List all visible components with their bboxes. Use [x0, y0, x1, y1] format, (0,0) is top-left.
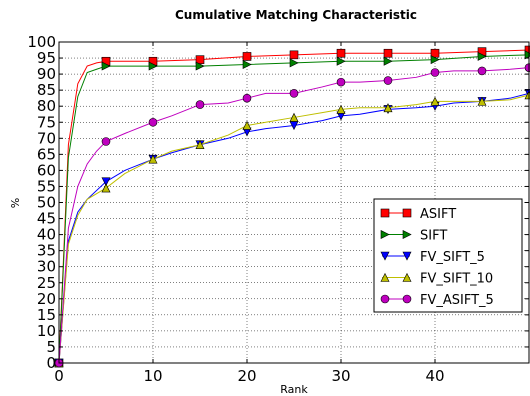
- legend-marker: [402, 251, 412, 261]
- y-tick-label: 85: [37, 81, 56, 99]
- y-tick-label: 15: [37, 306, 56, 324]
- legend-entry: FV_SIFT_10: [380, 272, 493, 287]
- legend: ASIFT SIFT FV_SIFT_5 FV_SIFT_10 FV_ASIFT_5: [373, 198, 523, 313]
- data-point: [477, 51, 487, 61]
- series-fv-sift-10: [54, 90, 530, 368]
- y-tick-label: 50: [37, 194, 56, 212]
- data-point: [101, 183, 111, 193]
- legend-label: SIFT: [420, 229, 447, 244]
- data-point: [195, 100, 205, 109]
- data-point: [430, 55, 440, 65]
- ticks: 0510152025303540455055606570758085909510…: [27, 33, 529, 385]
- series-line: [58, 92, 530, 364]
- series-asift: [54, 45, 530, 368]
- data-point: [383, 76, 393, 85]
- data-point: [289, 89, 299, 98]
- y-tick-label: 30: [37, 258, 56, 276]
- y-tick-label: 60: [37, 161, 56, 179]
- x-tick-label: 30: [331, 367, 350, 385]
- data-point: [289, 112, 299, 122]
- data-point: [383, 103, 393, 113]
- data-point: [336, 48, 346, 58]
- data-point: [289, 58, 299, 68]
- data-point: [148, 154, 158, 164]
- y-tick-label: 90: [37, 65, 56, 83]
- data-point: [430, 96, 440, 106]
- x-tick-label: 0: [54, 367, 64, 385]
- legend-label: FV_SIFT_5: [420, 250, 485, 265]
- legend-label: FV_SIFT_10: [420, 272, 493, 287]
- data-point: [336, 104, 346, 114]
- data-point: [242, 120, 252, 130]
- data-point: [242, 93, 252, 103]
- y-tick-label: 25: [37, 274, 56, 292]
- data-point: [195, 61, 205, 71]
- data-point: [148, 117, 158, 127]
- x-tick-label: 10: [143, 367, 162, 385]
- y-tick-label: 100: [27, 33, 56, 51]
- legend-marker: [380, 230, 390, 239]
- data-point: [101, 137, 111, 146]
- data-point: [242, 59, 252, 69]
- data-point: [195, 140, 205, 150]
- data-point: [101, 61, 111, 71]
- data-point: [242, 52, 252, 61]
- legend-marker: [402, 230, 412, 239]
- legend-entry: ASIFT: [380, 207, 456, 222]
- legend-label: FV_ASIFT_5: [420, 293, 494, 308]
- y-tick-label: 75: [37, 113, 56, 131]
- legend-marker: [402, 208, 412, 218]
- y-tick-label: 5: [46, 338, 56, 356]
- data-point: [383, 56, 393, 66]
- y-tick-label: 35: [37, 242, 56, 260]
- series-fv-asift-5: [54, 63, 530, 368]
- legend-label: ASIFT: [420, 207, 456, 222]
- legend-entry: FV_SIFT_5: [380, 250, 485, 265]
- legend-marker: [402, 272, 412, 282]
- x-axis-label: Rank: [280, 383, 308, 396]
- data-point: [195, 55, 205, 64]
- data-point: [430, 48, 440, 58]
- y-tick-label: 45: [37, 210, 56, 228]
- data-point: [430, 68, 440, 77]
- legend-entry: FV_ASIFT_5: [380, 293, 494, 308]
- y-tick-label: 65: [37, 145, 56, 163]
- data-point: [336, 56, 346, 66]
- series-line: [58, 94, 530, 364]
- legend-marker: [380, 251, 390, 261]
- data-point: [383, 48, 393, 58]
- legend-entry: SIFT: [380, 229, 447, 244]
- data-point: [148, 61, 158, 71]
- y-tick-label: 10: [37, 322, 56, 340]
- y-axis-label: %: [9, 198, 22, 208]
- series-sift: [54, 50, 530, 368]
- x-tick-label: 20: [237, 367, 256, 385]
- x-tick-label: 40: [425, 367, 444, 385]
- y-tick-label: 80: [37, 97, 56, 115]
- legend-marker: [402, 294, 412, 304]
- legend-marker: [380, 294, 390, 304]
- y-tick-label: 95: [37, 49, 56, 67]
- data-point: [336, 77, 346, 87]
- data-point: [101, 177, 111, 187]
- data-point: [477, 66, 487, 76]
- data-point: [477, 96, 487, 106]
- y-tick-label: 70: [37, 129, 56, 147]
- legend-marker: [380, 208, 390, 218]
- data-point: [289, 50, 299, 60]
- y-tick-label: 40: [37, 226, 56, 244]
- y-tick-label: 55: [37, 177, 56, 195]
- y-tick-label: 20: [37, 290, 56, 308]
- chart-title: Cumulative Matching Characteristic: [175, 8, 417, 22]
- y-tick-label: 0: [46, 354, 56, 372]
- series-layer: [54, 45, 530, 368]
- legend-marker: [380, 272, 390, 282]
